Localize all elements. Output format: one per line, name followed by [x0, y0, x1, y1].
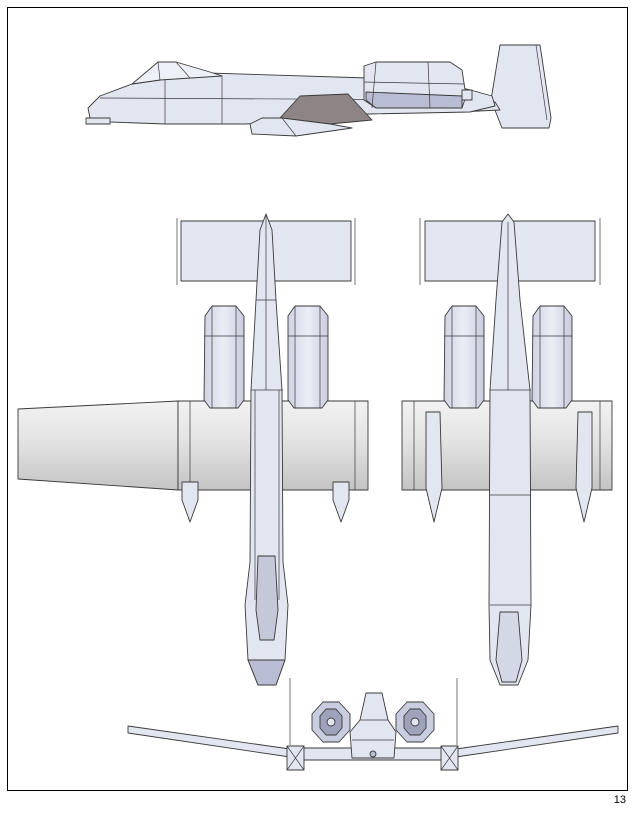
bottom-view: [401, 213, 613, 686]
bottom-engine-left: [443, 305, 485, 409]
top-engine-left: [203, 305, 245, 409]
side-view: [85, 44, 552, 137]
front-view: [127, 678, 619, 771]
top-canopy: [255, 555, 279, 641]
page-number: 13: [613, 794, 626, 806]
bottom-engine-right: [531, 305, 573, 409]
page-frame: [7, 7, 628, 791]
front-engine-right: [395, 701, 435, 743]
top-engine-right: [287, 305, 329, 409]
top-view: [17, 213, 369, 686]
front-engine-left: [311, 701, 351, 743]
bottom-fuselage: [488, 213, 532, 686]
front-wing-left: [127, 725, 291, 758]
front-fuselage: [349, 692, 397, 759]
top-wing-left: [17, 400, 179, 491]
front-wing-right: [455, 725, 619, 758]
